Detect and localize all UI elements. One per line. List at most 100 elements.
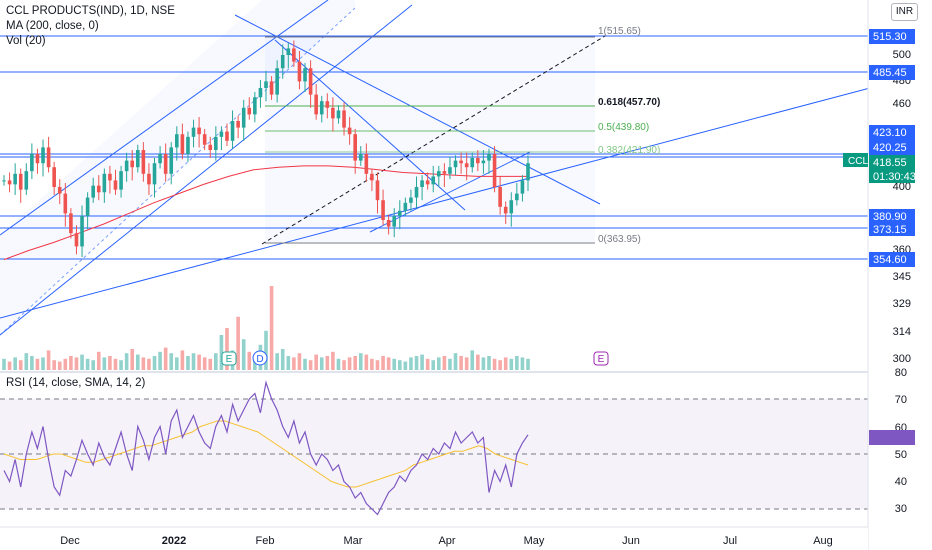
- volume-bar: [386, 357, 391, 370]
- price-axis[interactable]: [868, 0, 932, 550]
- volume-bar: [331, 351, 335, 370]
- event-markers[interactable]: E D E: [221, 350, 609, 366]
- candle-body: [420, 180, 424, 187]
- volume-bar: [219, 335, 224, 370]
- volume-bar: [197, 354, 201, 370]
- volume-bar: [448, 358, 452, 370]
- volume-bar: [147, 358, 151, 370]
- candle-body: [409, 197, 413, 203]
- volume-bar: [347, 357, 352, 370]
- channel-mid: [0, 7, 356, 336]
- rsi-line: [3, 380, 529, 516]
- price-label-515: [869, 29, 915, 44]
- volume-bar: [57, 361, 62, 370]
- volume-legend[interactable]: Vol (20): [6, 35, 46, 47]
- time-tick: Dec: [60, 535, 80, 547]
- price-label-485: [869, 65, 915, 80]
- volume-bar: [152, 356, 157, 370]
- candle-body: [108, 173, 112, 181]
- candle-body: [353, 134, 357, 161]
- volume-bar: [158, 351, 162, 370]
- volume-bar: [80, 354, 84, 370]
- volume-bar: [403, 361, 408, 370]
- candle-body: [520, 180, 525, 194]
- volume-bar: [30, 356, 34, 370]
- volume-bar: [275, 353, 279, 370]
- candle-body: [392, 216, 397, 227]
- volume-bar: [269, 286, 274, 370]
- volume-bar: [498, 360, 502, 370]
- svg-text:373.15: 373.15: [873, 224, 907, 236]
- rsi-value-label: [869, 430, 915, 445]
- fib-zone: [265, 37, 595, 242]
- price-tick: 329: [893, 298, 911, 310]
- volume-bar: [437, 357, 441, 370]
- volume-bar: [476, 354, 480, 370]
- dividend-marker[interactable]: [252, 350, 268, 366]
- volume-bar: [163, 347, 168, 370]
- candle-body: [85, 197, 90, 217]
- candle-body: [370, 173, 374, 181]
- volume-bar: [364, 354, 369, 370]
- volume-bar: [35, 358, 40, 370]
- candle-body: [280, 55, 285, 69]
- svg-text:E: E: [598, 354, 605, 365]
- candle-body: [163, 154, 168, 174]
- candle-body: [135, 150, 140, 168]
- volume-bar: [18, 360, 23, 370]
- candle-body: [52, 167, 56, 187]
- candle-body: [325, 101, 330, 108]
- candle-body: [375, 180, 380, 201]
- candle-body: [403, 202, 408, 211]
- rsi-legend[interactable]: RSI (14, close, SMA, 14, 2): [6, 377, 146, 389]
- time-tick: Mar: [344, 535, 363, 547]
- fib-label-0: 0(363.95): [598, 234, 641, 245]
- earnings-marker[interactable]: [221, 351, 237, 366]
- price-label-354: [869, 252, 915, 267]
- volume-bar: [442, 356, 447, 370]
- ma-legend[interactable]: MA (200, close, 0): [6, 20, 99, 32]
- volume-bar: [459, 356, 463, 370]
- currency-button[interactable]: INR: [891, 3, 918, 21]
- candle-body: [487, 154, 491, 161]
- price-tick: 460: [893, 98, 911, 110]
- candle-body: [459, 160, 463, 164]
- volume-bar: [319, 357, 324, 370]
- candle-body: [347, 127, 352, 135]
- candle-body: [141, 150, 146, 174]
- svg-text:D: D: [256, 354, 263, 365]
- volume-bar: [130, 349, 135, 370]
- volume-bar: [41, 357, 45, 370]
- volume-bar: [52, 360, 56, 370]
- candle-body: [186, 136, 190, 154]
- candle-body: [476, 157, 480, 164]
- time-tick: Feb: [256, 535, 275, 547]
- volume-bar: [225, 328, 229, 370]
- candle-body: [74, 233, 79, 247]
- volume-bar: [113, 358, 118, 370]
- candle-body: [2, 180, 6, 182]
- svg-text:01:30:43: 01:30:43: [873, 171, 916, 183]
- time-tick: May: [524, 535, 545, 547]
- candle-body: [464, 163, 469, 168]
- candle-body: [180, 134, 185, 154]
- volume-bar: [208, 358, 213, 370]
- volume-bar: [308, 360, 313, 370]
- candle-body: [358, 154, 363, 161]
- volume-bar: [492, 358, 497, 370]
- volume-bar: [169, 353, 174, 370]
- volume-bar: [280, 349, 285, 370]
- candle-body: [169, 147, 174, 174]
- candle-body: [336, 110, 341, 119]
- candle-body: [152, 163, 157, 185]
- volume-bar: [69, 356, 73, 370]
- volume-bar: [202, 357, 207, 370]
- candle-body: [381, 200, 385, 220]
- volume-bar: [520, 357, 525, 370]
- time-axis[interactable]: [0, 527, 868, 550]
- volume-bar: [46, 350, 51, 370]
- symbol-title[interactable]: CCL PRODUCTS(IND), 1D, NSE: [6, 5, 175, 17]
- candle-body: [241, 107, 246, 128]
- earnings-marker-future[interactable]: [593, 351, 609, 366]
